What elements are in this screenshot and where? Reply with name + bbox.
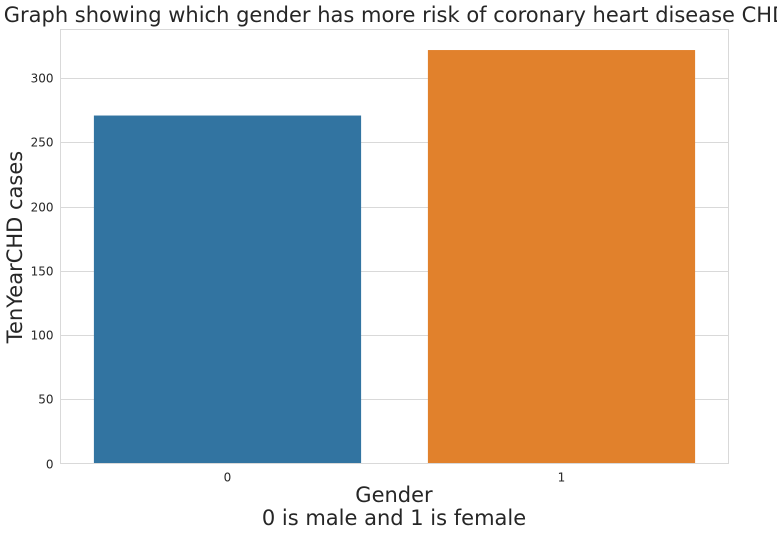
y-tick-label: 300: [31, 72, 54, 86]
y-tick-labels: 0 50 100 150 200 250 300: [31, 72, 54, 472]
x-tick-label: 0: [224, 471, 232, 485]
y-axis-label: TenYearCHD cases: [3, 151, 27, 344]
bars: [93, 50, 696, 464]
x-axis-label-line-2: 0 is male and 1 is female: [262, 506, 526, 530]
y-tick-label: 100: [31, 329, 54, 343]
bar-0: [93, 115, 362, 464]
bar-1: [427, 50, 696, 464]
plot-frame: [60, 29, 729, 464]
x-axis-label-line-1: Gender: [355, 483, 433, 507]
x-tick-label: 1: [558, 471, 566, 485]
y-tick-label: 250: [31, 136, 54, 150]
y-tick-label: 0: [46, 458, 54, 472]
y-tick-label: 200: [31, 201, 54, 215]
chart-title: Graph showing which gender has more risk…: [4, 3, 777, 27]
y-tick-label: 150: [31, 265, 54, 279]
y-tick-label: 50: [38, 393, 53, 407]
